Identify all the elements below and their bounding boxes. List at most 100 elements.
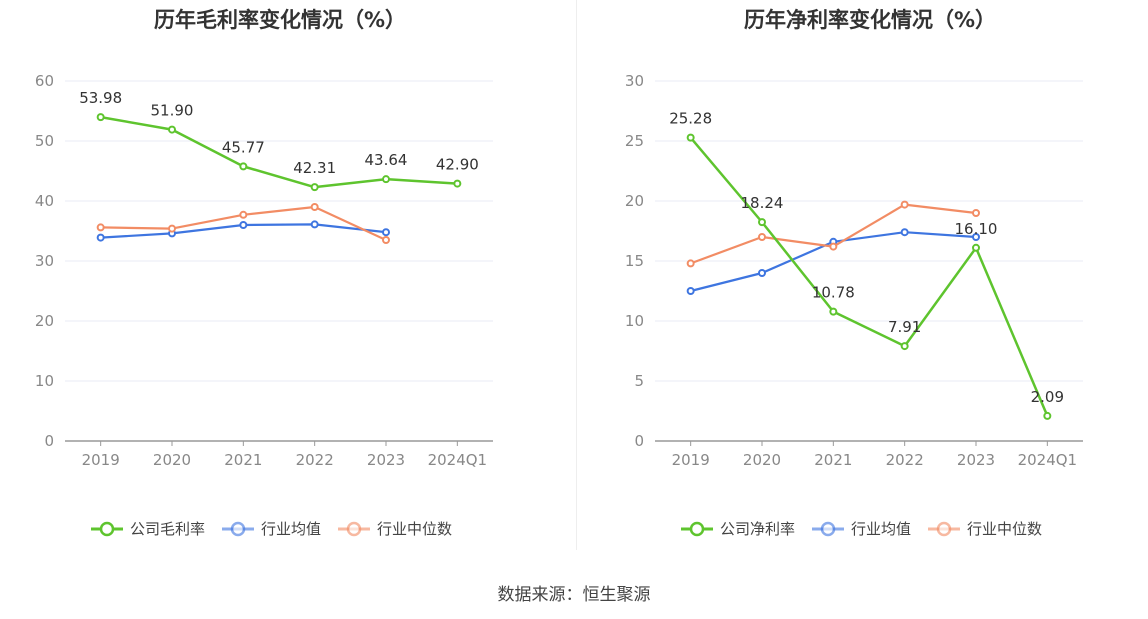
data-label: 7.91 [888,318,921,336]
x-tick-label: 2019 [672,451,710,469]
y-tick-label: 0 [44,432,54,450]
y-tick-label: 30 [35,252,54,270]
legend-median-marker-icon [928,521,961,536]
data-point-avg [239,221,248,229]
legend-dot [689,521,705,536]
data-label: 45.77 [222,138,265,156]
x-tick-label: 2024Q1 [1018,451,1078,469]
data-point-avg [900,228,909,237]
data-point-median [382,236,390,244]
data-point-median [972,209,980,217]
legend-label-median: 行业中位数 [377,520,453,538]
data-label: 51.90 [151,102,194,120]
legend-label-company: 公司净利率 [720,520,796,538]
x-tick-label: 2023 [957,451,995,469]
legend-label-avg: 行业均值 [261,520,322,538]
data-point-avg [758,269,766,277]
data-point-avg [382,228,390,237]
data-point-median [686,259,695,268]
x-tick-label: 2024Q1 [428,451,488,469]
data-label: 53.98 [79,89,122,107]
data-point-company [758,218,766,227]
data-label: 16.10 [955,220,998,238]
legend-dot [820,521,836,536]
data-point-company [239,162,248,171]
legend-avg-marker-icon [812,521,845,536]
x-tick-label: 2019 [82,451,120,469]
y-tick-label: 0 [634,432,644,450]
x-tick-label: 2023 [367,451,405,469]
data-point-company [453,179,462,188]
data-point-company [96,113,105,122]
legend-median-marker-icon [338,521,371,536]
net-margin-line-chart: 0 5 10 15 20 25 30 2019 2020 2021 2022 2023 2024Q1 25… [625,72,1083,469]
legend-item-avg[interactable]: 行业均值 [811,518,911,539]
legend-label-company: 公司毛利率 [130,520,206,538]
gross-margin-legend: 公司毛利率 行业均值 行业中位数 [90,518,452,539]
data-source-note: 数据来源：恒生聚源 [497,585,651,605]
x-tick-label: 2020 [153,451,191,469]
legend-item-median[interactable]: 行业中位数 [927,518,1042,539]
y-tick-label: 50 [35,132,54,150]
net-margin-chart-title: 历年净利率变化情况（%） [743,8,997,32]
x-tick-label: 2020 [743,451,781,469]
gross-margin-line-chart: 0 10 20 30 40 50 60 2019 2020 2021 2022 2023 2024Q1 5… [35,72,493,469]
data-point-company [382,175,390,184]
legend-dot [99,521,115,536]
gross-margin-chart-title: 历年毛利率变化情况（%） [153,8,407,32]
data-point-median [96,223,105,232]
data-point-avg [96,233,105,242]
data-label: 42.31 [293,159,336,177]
legend-label-median: 行业中位数 [967,520,1043,538]
data-point-median [310,203,319,211]
data-point-company [829,307,838,316]
legend-dot [230,521,246,536]
data-point-company [310,183,319,192]
data-point-median [829,242,838,251]
data-label: 43.64 [365,151,408,169]
data-label: 2.09 [1031,388,1064,406]
y-tick-label: 60 [35,72,54,90]
y-tick-label: 20 [35,312,54,330]
legend-avg-marker-icon [222,521,255,536]
legend-company-marker-icon [681,521,713,536]
y-tick-label: 5 [634,372,644,390]
legend-item-company[interactable]: 公司毛利率 [90,518,205,539]
data-point-median [900,200,909,209]
data-point-avg [972,233,980,241]
data-point-median [239,210,248,219]
data-point-company [686,133,695,142]
legend-label-avg: 行业均值 [851,520,912,538]
data-point-company [972,243,980,252]
data-label: 18.24 [741,194,784,212]
data-point-median [168,224,176,233]
net-margin-legend: 公司净利率 行业均值 行业中位数 [680,518,1042,539]
y-tick-label: 40 [35,192,54,210]
x-tick-label: 2021 [224,451,262,469]
data-label: 25.28 [669,110,712,128]
data-point-median [758,233,766,241]
data-label: 10.78 [812,284,855,302]
y-tick-label: 25 [625,132,644,150]
x-tick-label: 2021 [814,451,852,469]
series-line-company [689,136,1049,417]
legend-item-median[interactable]: 行业中位数 [337,518,452,539]
y-tick-label: 10 [35,372,54,390]
panel-divider [576,0,577,550]
legend-dot [346,521,362,536]
x-tick-label: 2022 [296,451,334,469]
data-point-avg [686,287,695,295]
y-tick-label: 15 [625,252,644,270]
data-point-avg [310,220,319,229]
series-line-company [100,115,458,189]
x-tick-label: 2022 [886,451,924,469]
data-label: 42.90 [436,156,479,174]
data-point-company [168,125,176,134]
legend-dot [936,521,952,536]
legend-item-avg[interactable]: 行业均值 [221,518,321,539]
y-tick-label: 30 [625,72,644,90]
data-point-company [900,342,909,351]
data-point-company [1043,411,1052,420]
legend-item-company[interactable]: 公司净利率 [680,518,795,539]
legend-company-marker-icon [91,521,123,536]
